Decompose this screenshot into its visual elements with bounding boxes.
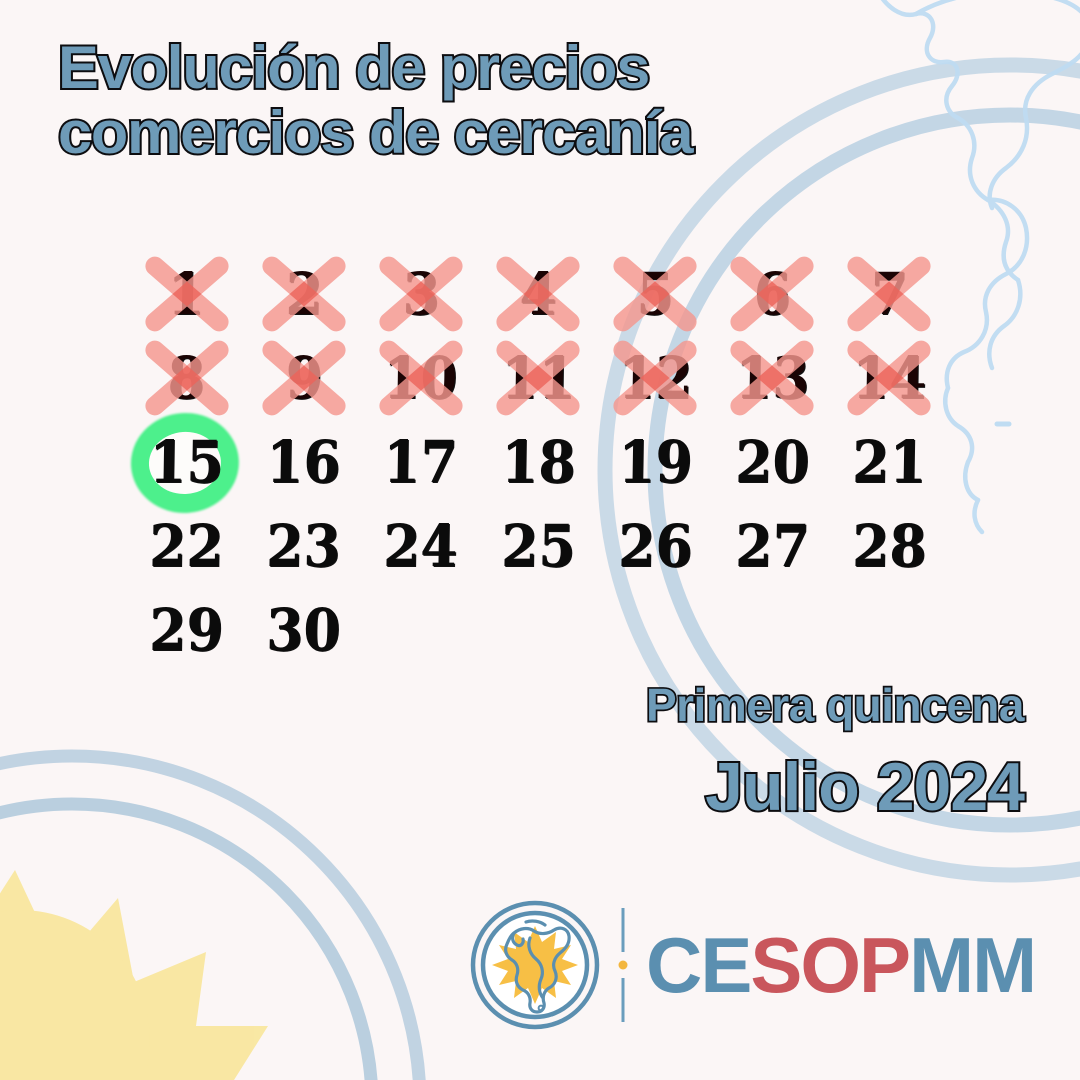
- calendar-day-number: 4: [518, 260, 558, 328]
- calendar-day-number: 24: [383, 512, 459, 580]
- calendar-row: 15 16 17 18 19 20 21: [128, 411, 948, 515]
- calendar-day-cell[interactable]: 4: [479, 252, 596, 336]
- calendar-day-number: 13: [734, 344, 810, 412]
- calendar-day-cell[interactable]: 13: [714, 336, 831, 420]
- sun-burst-decor: [0, 870, 268, 1080]
- divider-dot-icon: [618, 960, 628, 970]
- calendar-day-cell[interactable]: 7: [831, 252, 948, 336]
- calendar-day-cell[interactable]: 2: [245, 252, 362, 336]
- logo-wordmark: CESOPMM: [646, 926, 1037, 1004]
- calendar-day-number: 5: [636, 260, 675, 328]
- calendar-day-cell[interactable]: 19: [597, 420, 714, 504]
- calendar-day-cell[interactable]: 3: [362, 252, 479, 336]
- period-caption: Primera quincena: [644, 677, 1026, 732]
- calendar-day-number: 26: [617, 512, 693, 580]
- calendar-row: 29 30: [128, 588, 948, 672]
- headline-line-1: Evolución de precios: [56, 33, 652, 102]
- calendar-day-number: 7: [870, 260, 909, 328]
- logo-divider: [608, 900, 638, 1030]
- divider-segment-bottom: [621, 978, 625, 1022]
- calendar-day-number: 11: [500, 344, 576, 412]
- calendar-day-cell[interactable]: 23: [245, 504, 362, 588]
- calendar-day-cell[interactable]: 29: [128, 588, 245, 672]
- calendar-day-cell[interactable]: 10: [362, 336, 479, 420]
- calendar-day-cell-selected[interactable]: 15: [128, 411, 245, 515]
- month-year-caption: Julio 2024: [703, 747, 1027, 827]
- calendar-day-cell[interactable]: 22: [128, 504, 245, 588]
- poster-headline: Evolución de precios comercios de cercan…: [56, 33, 956, 167]
- calendar-empty-cell: [362, 588, 479, 672]
- calendar-day-number: 15: [148, 428, 225, 496]
- calendar-day-cell[interactable]: 11: [479, 336, 596, 420]
- calendar-day-number: 19: [617, 428, 693, 496]
- calendar-empty-cell: [714, 588, 831, 672]
- calendar-row: 8 9 10 11 12 13: [128, 336, 948, 420]
- calendar-row: 1 2 3 4 5 6 7: [128, 252, 948, 336]
- calendar-empty-cell: [831, 588, 948, 672]
- calendar-day-number: 14: [851, 344, 928, 412]
- calendar-day-cell[interactable]: 5: [597, 252, 714, 336]
- calendar-day-cell[interactable]: 14: [831, 336, 948, 420]
- calendar-day-number: 28: [851, 512, 928, 580]
- south-america-globe-emblem: [470, 900, 600, 1030]
- calendar-day-cell[interactable]: 16: [245, 420, 362, 504]
- calendar-day-number: 18: [500, 428, 576, 496]
- calendar-empty-cell: [597, 588, 714, 672]
- calendar-grid: 1 2 3 4 5 6 7: [128, 252, 948, 672]
- calendar-day-cell[interactable]: 24: [362, 504, 479, 588]
- calendar-day-number: 22: [148, 512, 225, 580]
- calendar-empty-cell: [479, 588, 596, 672]
- calendar-day-number: 27: [734, 512, 810, 580]
- calendar-day-number: 23: [266, 512, 342, 580]
- calendar-day-number: 12: [617, 344, 693, 412]
- arc-decor-bottom-left: [0, 749, 426, 1080]
- logo-word-ce: CE: [646, 921, 752, 1009]
- logo-word-mm: MM: [909, 921, 1037, 1009]
- calendar-day-cell[interactable]: 17: [362, 420, 479, 504]
- calendar-day-number: 29: [148, 596, 225, 664]
- calendar-day-number: 1: [167, 260, 206, 328]
- calendar-day-cell[interactable]: 1: [128, 252, 245, 336]
- calendar-day-number: 2: [284, 260, 323, 328]
- calendar-day-cell[interactable]: 9: [245, 336, 362, 420]
- calendar-day-number: 21: [851, 428, 928, 496]
- calendar-day-cell[interactable]: 25: [479, 504, 596, 588]
- calendar-row: 22 23 24 25 26 27 28: [128, 504, 948, 588]
- calendar-day-number: 25: [500, 512, 576, 580]
- calendar-day-cell[interactable]: 8: [128, 336, 245, 420]
- calendar-day-cell[interactable]: 12: [597, 336, 714, 420]
- calendar-day-cell[interactable]: 27: [714, 504, 831, 588]
- calendar-day-cell[interactable]: 28: [831, 504, 948, 588]
- logo-word-sop: SOP: [750, 921, 911, 1009]
- calendar-day-number: 30: [266, 596, 342, 664]
- calendar-day-cell[interactable]: 20: [714, 420, 831, 504]
- calendar-day-cell[interactable]: 30: [245, 588, 362, 672]
- calendar-day-number: 6: [753, 260, 792, 328]
- calendar-day-number: 16: [266, 428, 342, 496]
- calendar-day-cell[interactable]: 26: [597, 504, 714, 588]
- calendar-day-number: 17: [383, 428, 459, 496]
- calendar-day-cell[interactable]: 18: [479, 420, 596, 504]
- calendar-day-number: 9: [284, 344, 323, 412]
- calendar-day-number: 10: [383, 344, 459, 412]
- calendar-day-number: 20: [734, 428, 810, 496]
- calendar-day-number: 3: [401, 260, 440, 328]
- divider-segment-top: [621, 908, 625, 952]
- headline-line-2: comercios de cercanía: [56, 98, 696, 167]
- calendar-day-cell[interactable]: 21: [831, 420, 948, 504]
- cesopmm-logo[interactable]: CESOPMM: [468, 890, 1037, 1040]
- calendar-day-cell[interactable]: 6: [714, 252, 831, 336]
- calendar-day-number: 8: [167, 344, 206, 412]
